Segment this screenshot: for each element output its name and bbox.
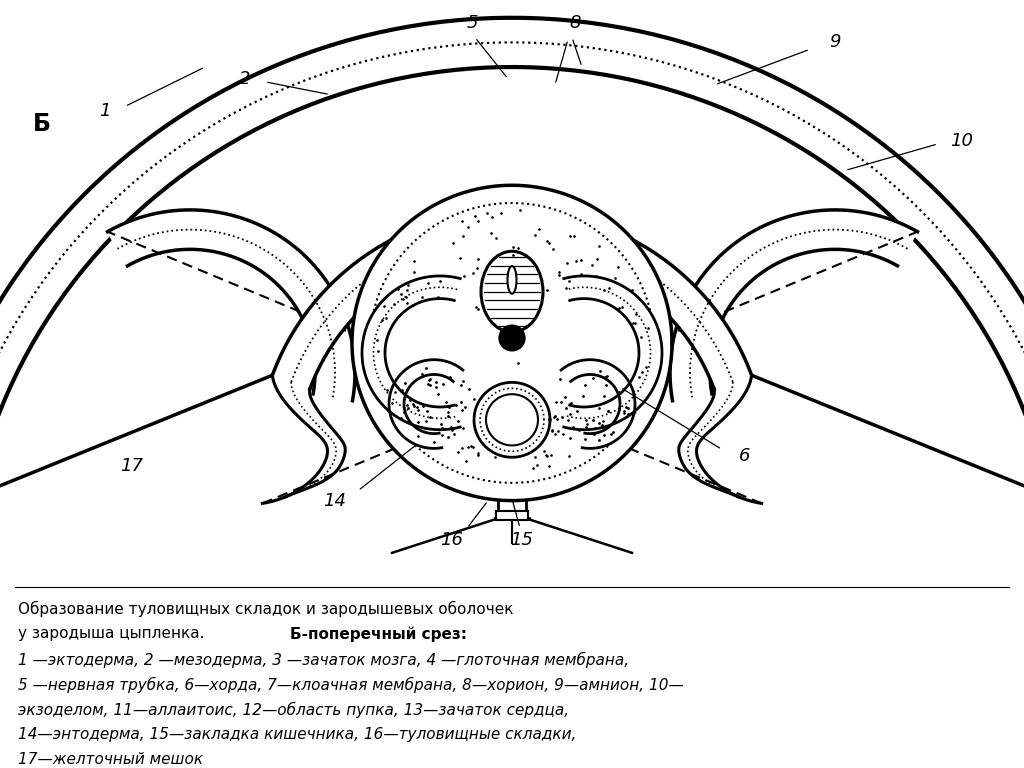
Polygon shape <box>564 276 662 429</box>
Text: 17—желточный мешок: 17—желточный мешок <box>18 752 203 767</box>
Text: 2: 2 <box>240 70 251 88</box>
Polygon shape <box>108 210 355 401</box>
FancyBboxPatch shape <box>496 511 528 521</box>
Text: Б: Б <box>33 112 51 136</box>
Circle shape <box>474 382 550 457</box>
Circle shape <box>352 185 672 501</box>
Text: 17: 17 <box>121 457 143 475</box>
Text: экзоделом, 11—аллаитоис, 12—область пупка, 13—зачаток сердца,: экзоделом, 11—аллаитоис, 12—область пупк… <box>18 702 569 718</box>
Text: 8: 8 <box>569 14 581 31</box>
Text: 5 —нервная трубка, 6—хорда, 7—клоачная мембрана, 8—хорион, 9—амнион, 10—: 5 —нервная трубка, 6—хорда, 7—клоачная м… <box>18 677 684 693</box>
Text: 14—энтодерма, 15—закладка кишечника, 16—туловищные складки,: 14—энтодерма, 15—закладка кишечника, 16—… <box>18 727 577 742</box>
Circle shape <box>499 325 525 351</box>
Text: у зародыша цыпленка.: у зародыша цыпленка. <box>18 626 209 641</box>
Text: 6: 6 <box>739 447 751 465</box>
Text: 16: 16 <box>440 531 464 549</box>
Polygon shape <box>670 210 918 401</box>
Polygon shape <box>0 18 1024 496</box>
Text: Б-поперечный срез:: Б-поперечный срез: <box>290 626 467 642</box>
Text: 15: 15 <box>511 531 534 549</box>
Polygon shape <box>362 276 460 429</box>
Polygon shape <box>272 210 752 389</box>
Ellipse shape <box>508 266 516 293</box>
Ellipse shape <box>481 251 543 332</box>
Text: Образование туловищных складок и зародышевых оболочек: Образование туловищных складок и зародыш… <box>18 601 513 617</box>
Polygon shape <box>389 359 463 449</box>
Text: 1 —эктодерма, 2 —мезодерма, 3 —зачаток мозга, 4 —глоточная мембрана,: 1 —эктодерма, 2 —мезодерма, 3 —зачаток м… <box>18 651 629 667</box>
Text: 9: 9 <box>829 33 841 51</box>
Polygon shape <box>561 359 635 449</box>
Text: 5: 5 <box>466 14 478 31</box>
Text: 14: 14 <box>324 492 346 510</box>
Text: 10: 10 <box>950 132 974 150</box>
Text: 1: 1 <box>99 102 111 121</box>
